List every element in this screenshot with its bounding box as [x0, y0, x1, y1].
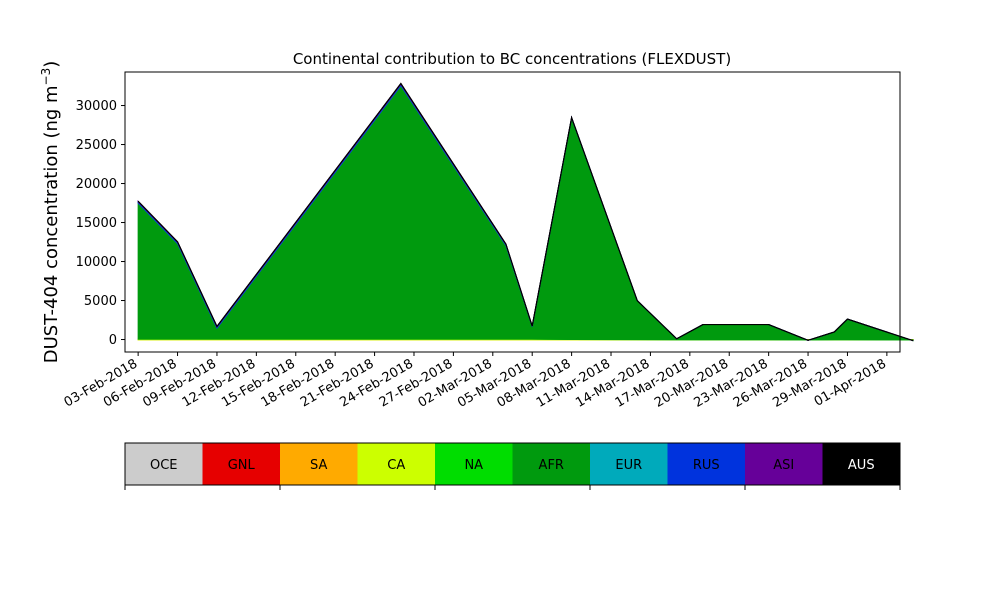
y-axis: 0 5000 10000 15000 20000 25000 30000 [76, 99, 125, 348]
legend-label-eur: EUR [615, 458, 642, 473]
legend-label-oce: OCE [150, 458, 178, 473]
legend-swatch-oce [125, 443, 203, 485]
total-outline [137, 82, 914, 342]
legend-label-rus: RUS [693, 458, 720, 473]
y-tick-label: 0 [109, 333, 117, 348]
legend-swatch-ca [357, 443, 435, 485]
y-tick-label: 30000 [76, 99, 117, 114]
x-axis: 03-Feb-201806-Feb-201809-Feb-201812-Feb-… [62, 352, 889, 411]
plot-area [137, 82, 914, 342]
legend-label-gnl: GNL [228, 458, 256, 473]
legend-label-aus: AUS [848, 458, 875, 473]
chart-title: Continental contribution to BC concentra… [293, 50, 731, 68]
legend-swatch-gnl [202, 443, 280, 485]
legend-label-sa: SA [310, 458, 327, 473]
y-tick-label: 25000 [76, 138, 117, 153]
legend-frame [124, 442, 901, 486]
legend-label-na: NA [464, 458, 483, 473]
y-tick-label: 5000 [84, 294, 117, 309]
legend-label-ca: CA [387, 458, 405, 473]
y-tick-label: 10000 [76, 255, 117, 270]
legend-swatch-eur [590, 443, 668, 485]
legend-swatch-na [435, 443, 513, 485]
plot-frame [124, 71, 901, 353]
y-axis-label: DUST-404 concentration (ng m−3) [39, 61, 62, 364]
y-tick-label: 15000 [76, 216, 117, 231]
legend-swatch-rus [667, 443, 745, 485]
legend-label-afr: AFR [539, 458, 564, 473]
legend-swatch-asi [745, 443, 823, 485]
legend-label-asi: ASI [773, 458, 794, 473]
legend-swatch-aus [822, 443, 900, 485]
y-tick-label: 20000 [76, 177, 117, 192]
area-afr [137, 84, 914, 342]
region-legend: OCE GNL SA CA NA AFR EUR RUS ASI AUS [124, 442, 901, 490]
legend-swatch-afr [512, 443, 590, 485]
legend-swatch-sa [280, 443, 358, 485]
